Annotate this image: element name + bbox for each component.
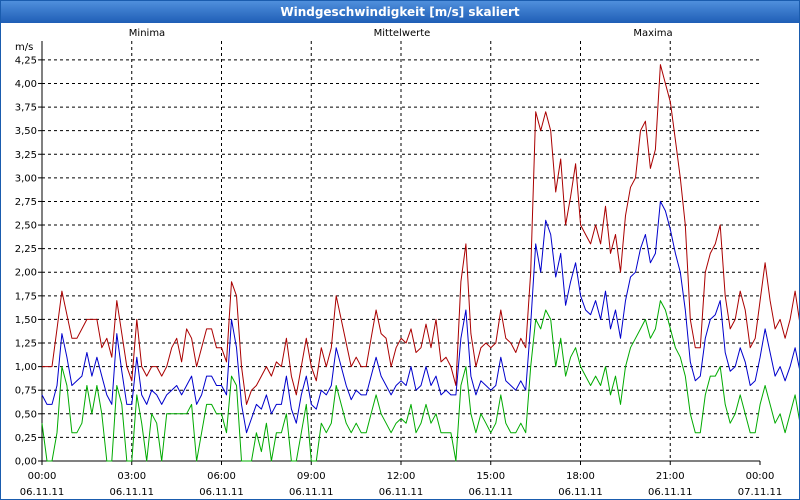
y-axis-unit-label: m/s: [15, 42, 33, 53]
y-tick-label: 3,50: [15, 126, 37, 137]
x-tick-time-label: 18:00: [566, 471, 595, 482]
legend-mittelwerte: Mittelwerte: [374, 28, 431, 39]
y-tick-label: 0,50: [15, 409, 37, 420]
y-tick-label: 1,25: [15, 339, 37, 350]
y-tick-label: 2,75: [15, 197, 37, 208]
y-tick-label: 1,00: [15, 362, 37, 373]
y-tick-label: 4,25: [15, 55, 37, 66]
wind-speed-chart: m/s Minima Mittelwerte Maxima 0,000,250,…: [15, 28, 799, 498]
x-tick-time-label: 00:00: [28, 471, 57, 482]
x-tick-time-label: 15:00: [476, 471, 505, 482]
x-tick-date-label: 06.11.11: [20, 487, 65, 498]
x-tick-date-label: 06.11.11: [109, 487, 154, 498]
series-line-mittelwerte: [41, 200, 799, 434]
y-tick-label: 1,50: [15, 315, 37, 326]
grid: [42, 41, 760, 462]
x-tick-date-label: 06.11.11: [379, 487, 424, 498]
x-tick-time-label: 00:00: [746, 471, 775, 482]
x-tick-date-label: 06.11.11: [558, 487, 603, 498]
y-tick-label: 0,00: [15, 457, 37, 468]
legend-minima: Minima: [129, 28, 165, 39]
x-tick-date-label: 07.11.11: [738, 487, 783, 498]
y-tick-label: 3,75: [15, 103, 37, 114]
x-tick-time-label: 12:00: [387, 471, 416, 482]
y-tick-label: 3,25: [15, 150, 37, 161]
window-title: Windgeschwindigkeit [m/s] skaliert: [1, 1, 799, 23]
y-tick-label: 2,00: [15, 268, 37, 279]
x-tick-time-label: 21:00: [656, 471, 685, 482]
data-series: [41, 64, 799, 462]
x-tick-time-label: 09:00: [297, 471, 326, 482]
y-tick-label: 2,25: [15, 244, 37, 255]
x-tick-date-label: 06.11.11: [468, 487, 513, 498]
y-tick-label: 0,25: [15, 433, 37, 444]
x-tick-date-label: 06.11.11: [199, 487, 244, 498]
tick-labels: 0,00 0,25 0,50 0,75 1,00 1,25 1,50 1,75 2,00 2,25…: [15, 55, 783, 498]
y-tick-label: 3,00: [15, 173, 37, 184]
x-tick-date-label: 06.11.11: [289, 487, 334, 498]
axes: [38, 41, 761, 465]
x-tick-date-label: 06.11.11: [648, 487, 693, 498]
y-tick-label: 4,00: [15, 79, 37, 90]
legend-maxima: Maxima: [633, 28, 672, 39]
x-tick-time-label: 03:00: [117, 471, 146, 482]
y-tick-label: 0,75: [15, 386, 37, 397]
y-tick-label: 2,50: [15, 221, 37, 232]
series-line-minima: [41, 300, 799, 462]
x-tick-time-label: 06:00: [207, 471, 236, 482]
y-tick-label: 1,75: [15, 291, 37, 302]
series-line-maxima: [42, 64, 799, 405]
